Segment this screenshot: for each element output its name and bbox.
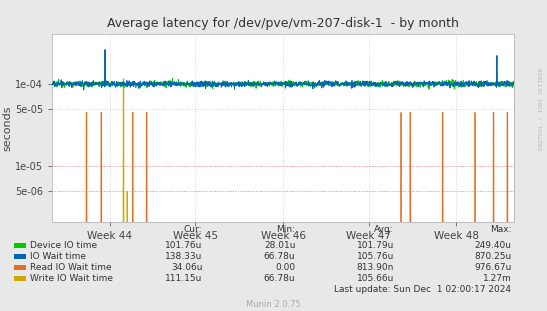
Text: 249.40u: 249.40u — [474, 241, 511, 250]
Y-axis label: seconds: seconds — [2, 105, 12, 151]
Text: Min:: Min: — [276, 225, 295, 234]
Text: Cur:: Cur: — [184, 225, 202, 234]
Text: 870.25u: 870.25u — [474, 252, 511, 261]
Text: 66.78u: 66.78u — [264, 274, 295, 283]
Text: 0.00: 0.00 — [275, 263, 295, 272]
Text: 66.78u: 66.78u — [264, 252, 295, 261]
Text: 105.66u: 105.66u — [357, 274, 394, 283]
Text: 101.79u: 101.79u — [357, 241, 394, 250]
Text: RRDTOOL / TOBI OETIKER: RRDTOOL / TOBI OETIKER — [538, 67, 543, 150]
Text: 28.01u: 28.01u — [264, 241, 295, 250]
Text: 1.27m: 1.27m — [482, 274, 511, 283]
Text: Last update: Sun Dec  1 02:00:17 2024: Last update: Sun Dec 1 02:00:17 2024 — [334, 285, 511, 294]
Text: 34.06u: 34.06u — [171, 263, 202, 272]
Text: 101.76u: 101.76u — [165, 241, 202, 250]
Text: Read IO Wait time: Read IO Wait time — [30, 263, 112, 272]
Text: Munin 2.0.75: Munin 2.0.75 — [246, 300, 301, 309]
Text: Avg:: Avg: — [374, 225, 394, 234]
Text: Write IO Wait time: Write IO Wait time — [30, 274, 113, 283]
Text: 105.76u: 105.76u — [357, 252, 394, 261]
Title: Average latency for /dev/pve/vm-207-disk-1  - by month: Average latency for /dev/pve/vm-207-disk… — [107, 17, 459, 30]
Text: 976.67u: 976.67u — [474, 263, 511, 272]
Text: 111.15u: 111.15u — [165, 274, 202, 283]
Text: 138.33u: 138.33u — [165, 252, 202, 261]
Text: 813.90n: 813.90n — [357, 263, 394, 272]
Text: IO Wait time: IO Wait time — [30, 252, 86, 261]
Text: Device IO time: Device IO time — [30, 241, 97, 250]
Text: Max:: Max: — [490, 225, 511, 234]
